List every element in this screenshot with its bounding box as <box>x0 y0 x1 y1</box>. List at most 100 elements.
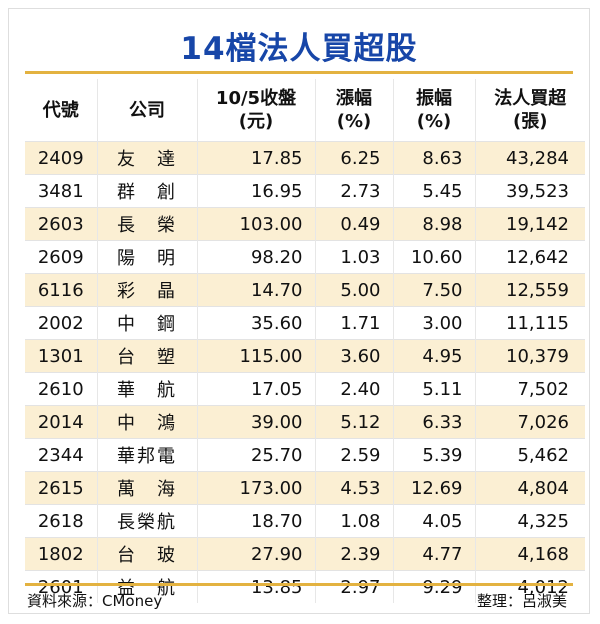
net-buy: 4,325 <box>474 504 585 538</box>
table-row: 1802 台 玻 27.90 2.39 4.77 4,168 <box>25 537 585 571</box>
table-row: 2601 益 航 13.85 2.97 9.29 4,012 <box>25 570 585 603</box>
change-pct: 6.25 <box>314 141 393 175</box>
stock-code: 2609 <box>37 246 84 268</box>
close-price: 103.00 <box>196 207 315 241</box>
company-name: 中 鋼 <box>96 306 197 340</box>
change-pct: 1.08 <box>314 504 393 538</box>
amplitude-pct: 10.60 <box>392 240 475 274</box>
net-buy: 39,523 <box>474 174 585 208</box>
company-name: 華邦電 <box>96 438 197 472</box>
header-company: 公司 <box>96 79 197 142</box>
close-price: 39.00 <box>196 405 315 439</box>
company-name: 陽 明 <box>96 240 197 274</box>
table-row: 2618 長榮航 18.70 1.08 4.05 4,325 <box>25 504 585 538</box>
close-price: 18.70 <box>196 504 315 538</box>
header-amplitude-pct-line: (%) <box>416 111 452 132</box>
header-code: 代號 <box>25 79 97 142</box>
close-price: 14.70 <box>196 273 315 307</box>
company-name: 長 榮 <box>96 207 197 241</box>
stock-code: 3481 <box>37 180 84 202</box>
table-row: 2615 萬 海 173.00 4.53 12.69 4,804 <box>25 471 585 505</box>
company-name: 群 創 <box>96 174 197 208</box>
amplitude-pct: 5.39 <box>392 438 475 472</box>
change-pct: 2.40 <box>314 372 393 406</box>
net-buy: 4,168 <box>474 537 585 571</box>
table-row: 3481 群 創 16.95 2.73 5.45 39,523 <box>25 174 585 208</box>
net-buy: 11,115 <box>474 306 585 340</box>
amplitude-pct: 8.98 <box>392 207 475 241</box>
header-change-pct-line: (%) <box>336 111 372 132</box>
table-row: 2610 華 航 17.05 2.40 5.11 7,502 <box>25 372 585 406</box>
amplitude-pct: 4.95 <box>392 339 475 373</box>
stock-code: 2618 <box>37 510 84 532</box>
stock-code: 2014 <box>25 405 97 439</box>
company-name: 友 達 <box>96 141 197 175</box>
table-row: 2344 華邦電 25.70 2.59 5.39 5,462 <box>25 438 585 472</box>
amplitude-pct: 8.63 <box>392 141 475 175</box>
amplitude-pct: 6.33 <box>392 405 475 439</box>
header-close-price-line: (元) <box>238 111 274 132</box>
header-net-buy-line: (張) <box>513 111 548 132</box>
source-note: 資料來源：CMoney <box>27 592 163 610</box>
change-pct: 1.03 <box>314 240 393 274</box>
company-name: 華 航 <box>96 372 197 406</box>
header-amplitude-pct: 振幅 (%) <box>392 79 475 142</box>
net-buy: 4,012 <box>474 570 585 603</box>
table-row: 2609 陽 明 98.20 1.03 10.60 12,642 <box>25 240 585 274</box>
close-price: 115.00 <box>196 339 315 373</box>
close-price: 98.20 <box>196 240 315 274</box>
table-row: 2603 長 榮 103.00 0.49 8.98 19,142 <box>25 207 585 241</box>
stock-code: 2409 <box>25 141 97 175</box>
header-close-price-line: 10/5收盤 <box>215 88 297 109</box>
close-price: 35.60 <box>196 306 315 340</box>
net-buy: 10,379 <box>474 339 585 373</box>
company-name: 台 玻 <box>96 537 197 571</box>
net-buy: 7,502 <box>474 372 585 406</box>
stock-code: 2603 <box>25 207 97 241</box>
net-buy: 5,462 <box>474 438 585 472</box>
change-pct: 2.39 <box>314 537 393 571</box>
stock-code: 2344 <box>37 444 84 466</box>
net-buy: 4,804 <box>474 471 585 505</box>
amplitude-pct: 3.00 <box>392 306 475 340</box>
close-price: 27.90 <box>196 537 315 571</box>
amplitude-pct: 5.11 <box>392 372 475 406</box>
net-buy: 43,284 <box>474 141 585 175</box>
net-buy: 12,642 <box>474 240 585 274</box>
change-pct: 1.71 <box>314 306 393 340</box>
close-price: 13.85 <box>196 570 315 603</box>
header-change-pct-line: 漲幅 <box>336 88 372 109</box>
table-row: 1301 台 塑 115.00 3.60 4.95 10,379 <box>25 339 585 373</box>
stock-code: 2002 <box>37 312 84 334</box>
stock-code: 2601 <box>37 576 84 598</box>
bottom-divider <box>25 583 573 586</box>
table-body: 2409 友 達 17.85 6.25 8.63 43,284 3481 群 創 16.95 2.… <box>25 141 585 603</box>
stock-code: 1301 <box>25 339 97 373</box>
change-pct: 2.59 <box>314 438 393 472</box>
header-change-pct: 漲幅 (%) <box>314 79 393 142</box>
stock-code: 6116 <box>25 273 97 307</box>
close-price: 173.00 <box>196 471 315 505</box>
amplitude-pct: 5.45 <box>392 174 475 208</box>
change-pct: 2.97 <box>314 570 393 603</box>
amplitude-pct: 4.05 <box>392 504 475 538</box>
amplitude-pct: 4.77 <box>392 537 475 571</box>
table-row: 2014 中 鴻 39.00 5.12 6.33 7,026 <box>25 405 585 439</box>
close-price: 25.70 <box>196 438 315 472</box>
table-row: 6116 彩 晶 14.70 5.00 7.50 12,559 <box>25 273 585 307</box>
header-close-price: 10/5收盤 (元) <box>196 79 315 142</box>
top-divider <box>25 71 573 74</box>
net-buy: 12,559 <box>474 273 585 307</box>
net-buy: 7,026 <box>474 405 585 439</box>
company-name: 萬 海 <box>96 471 197 505</box>
amplitude-pct: 9.29 <box>392 570 475 603</box>
stock-code: 1802 <box>25 537 97 571</box>
header-amplitude-pct-line: 振幅 <box>416 88 452 109</box>
editor-note: 整理：呂淑美 <box>476 592 567 610</box>
table-row: 2002 中 鋼 35.60 1.71 3.00 11,115 <box>25 306 585 340</box>
company-name: 台 塑 <box>96 339 197 373</box>
change-pct: 3.60 <box>314 339 393 373</box>
infographic-frame: 14檔法人買超股 代號 公司 10/5收盤 (元) 漲幅 (%) 振幅 (%) 法人買… <box>8 8 590 614</box>
change-pct: 0.49 <box>314 207 393 241</box>
change-pct: 5.00 <box>314 273 393 307</box>
